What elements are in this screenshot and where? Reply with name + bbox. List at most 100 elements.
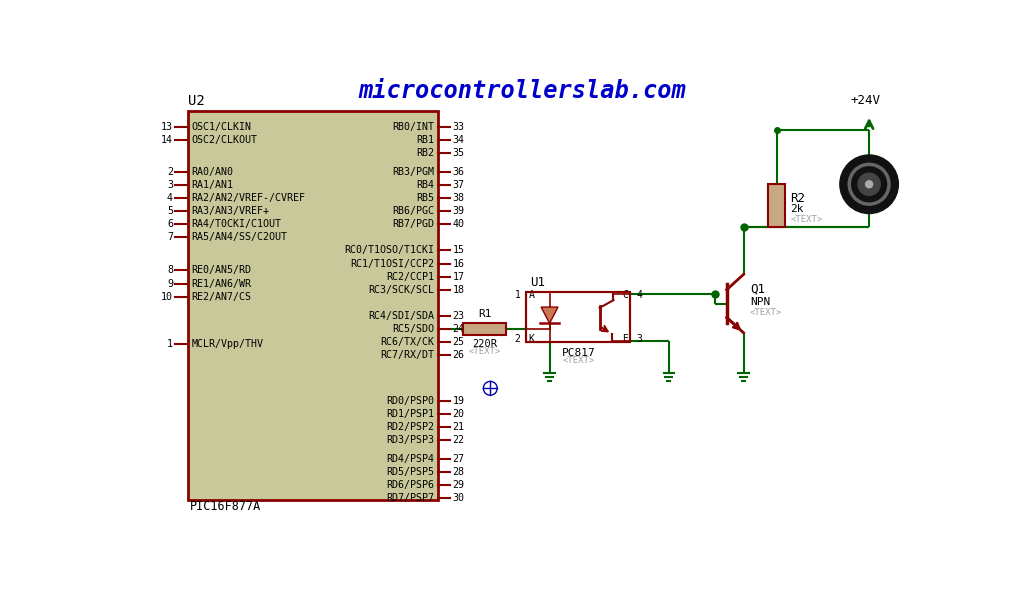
Text: RD6/PSP6: RD6/PSP6 [386, 480, 434, 490]
Text: 38: 38 [452, 193, 465, 203]
Text: 220R: 220R [472, 339, 497, 349]
Bar [768, 185, 786, 227]
Text: RC4/SDI/SDA: RC4/SDI/SDA [368, 311, 434, 321]
Text: 33: 33 [452, 122, 465, 131]
Text: 6: 6 [167, 219, 173, 229]
Text: 3: 3 [167, 180, 173, 190]
Text: 20: 20 [452, 409, 465, 419]
Text: 34: 34 [452, 134, 465, 145]
Text: 39: 39 [452, 206, 465, 216]
Text: RE0/AN5/RD: RE0/AN5/RD [192, 266, 252, 275]
Text: 8: 8 [167, 266, 173, 275]
Text: A: A [529, 290, 535, 300]
Text: RD1/PSP1: RD1/PSP1 [386, 409, 434, 419]
Circle shape [865, 181, 872, 188]
Text: NPN: NPN [750, 297, 770, 307]
Text: OSC2/CLKOUT: OSC2/CLKOUT [192, 134, 258, 145]
Text: <TEXT>: <TEXT> [750, 308, 782, 317]
Text: K: K [529, 334, 535, 344]
Text: U1: U1 [530, 276, 545, 289]
Text: 2k: 2k [791, 204, 804, 214]
Text: 35: 35 [452, 148, 465, 158]
Text: RC7/RX/DT: RC7/RX/DT [380, 350, 434, 360]
Text: RB6/PGC: RB6/PGC [392, 206, 434, 216]
Text: 5: 5 [167, 206, 173, 216]
Text: 23: 23 [452, 311, 465, 321]
Text: RA5/AN4/SS/C2OUT: RA5/AN4/SS/C2OUT [192, 232, 287, 243]
Text: 24: 24 [452, 324, 465, 334]
Text: OSC1/CLKIN: OSC1/CLKIN [192, 122, 252, 131]
Bar [527, 292, 631, 342]
Text: RB3/PGM: RB3/PGM [392, 167, 434, 177]
Text: 2: 2 [167, 167, 173, 177]
Text: 4: 4 [167, 193, 173, 203]
Text: RB7/PGD: RB7/PGD [392, 219, 434, 229]
Text: RD4/PSP4: RD4/PSP4 [386, 454, 434, 464]
Text: 10: 10 [161, 292, 173, 302]
Text: MCLR/Vpp/THV: MCLR/Vpp/THV [192, 339, 264, 350]
Text: RA2/AN2/VREF-/CVREF: RA2/AN2/VREF-/CVREF [192, 193, 306, 203]
Text: 15: 15 [452, 246, 465, 255]
Text: RA0/AN0: RA0/AN0 [192, 167, 233, 177]
Text: RB1: RB1 [416, 134, 434, 145]
Text: 27: 27 [452, 454, 465, 464]
Text: E: E [623, 334, 628, 344]
Polygon shape [541, 307, 558, 323]
Text: 1: 1 [515, 290, 521, 300]
Text: 9: 9 [167, 278, 173, 289]
Text: +24V: +24V [850, 94, 880, 107]
Text: RD0/PSP0: RD0/PSP0 [386, 396, 434, 405]
Text: microcontrollerslab.com: microcontrollerslab.com [359, 79, 687, 103]
Text: 40: 40 [452, 219, 465, 229]
Text: RE1/AN6/WR: RE1/AN6/WR [192, 278, 252, 289]
Text: 25: 25 [452, 337, 465, 347]
Text: RE2/AN7/CS: RE2/AN7/CS [192, 292, 252, 302]
Text: RA4/T0CKI/C1OUT: RA4/T0CKI/C1OUT [192, 219, 281, 229]
Circle shape [858, 173, 880, 195]
Text: 29: 29 [452, 480, 465, 490]
Text: RB2: RB2 [416, 148, 434, 158]
Text: RA3/AN3/VREF+: RA3/AN3/VREF+ [192, 206, 269, 216]
Text: 2: 2 [515, 334, 521, 344]
Text: RD2/PSP2: RD2/PSP2 [386, 422, 434, 432]
Text: RC3/SCK/SCL: RC3/SCK/SCL [368, 285, 434, 295]
Bar [464, 323, 505, 335]
Text: 21: 21 [452, 422, 465, 432]
Text: 18: 18 [452, 285, 465, 295]
Text: RB5: RB5 [416, 193, 434, 203]
Text: <TEXT>: <TEXT> [469, 347, 500, 356]
Text: 13: 13 [161, 122, 173, 131]
Text: 1: 1 [167, 339, 173, 350]
Text: 3: 3 [637, 334, 642, 344]
Text: 14: 14 [161, 134, 173, 145]
Text: 26: 26 [452, 350, 465, 360]
Text: 36: 36 [452, 167, 465, 177]
Bar [187, 111, 438, 500]
Text: RC5/SDO: RC5/SDO [392, 324, 434, 334]
Bar [527, 292, 631, 342]
Text: RC1/T1OSI/CCP2: RC1/T1OSI/CCP2 [351, 258, 434, 269]
Text: 16: 16 [452, 258, 465, 269]
Text: 7: 7 [167, 232, 173, 243]
Text: 22: 22 [452, 435, 465, 445]
Text: 19: 19 [452, 396, 465, 405]
Text: RD7/PSP7: RD7/PSP7 [386, 494, 434, 503]
Text: C: C [623, 290, 628, 300]
Text: RC2/CCP1: RC2/CCP1 [386, 272, 434, 282]
Text: 4: 4 [637, 290, 642, 300]
Text: RB0/INT: RB0/INT [392, 122, 434, 131]
Text: RD5/PSP5: RD5/PSP5 [386, 467, 434, 477]
Text: RC6/TX/CK: RC6/TX/CK [380, 337, 434, 347]
Circle shape [840, 155, 899, 214]
Text: RD3/PSP3: RD3/PSP3 [386, 435, 434, 445]
Text: R2: R2 [791, 192, 806, 204]
Text: <TEXT>: <TEXT> [562, 356, 594, 365]
Text: PC817: PC817 [561, 348, 595, 358]
Text: U2: U2 [187, 94, 205, 108]
Text: RA1/AN1: RA1/AN1 [192, 180, 233, 190]
Text: 30: 30 [452, 494, 465, 503]
Text: 17: 17 [452, 272, 465, 282]
Text: <TEXT>: <TEXT> [791, 215, 822, 224]
Text: 37: 37 [452, 180, 465, 190]
Text: Q1: Q1 [750, 282, 765, 295]
